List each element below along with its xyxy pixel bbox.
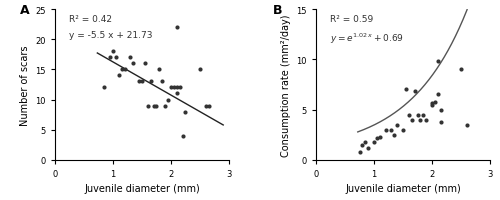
Point <box>112 56 120 60</box>
Text: R² = 0.59: R² = 0.59 <box>330 15 373 23</box>
Point <box>358 143 366 147</box>
Point <box>176 86 184 90</box>
Text: R² = 0.42: R² = 0.42 <box>69 15 112 23</box>
Point <box>428 103 436 107</box>
Point <box>414 113 422 117</box>
Point <box>173 26 181 30</box>
Point <box>370 140 378 144</box>
Point <box>202 104 210 108</box>
Point <box>431 100 439 104</box>
Point <box>170 86 178 90</box>
Point <box>126 56 134 60</box>
Point <box>135 80 143 84</box>
Point <box>164 98 172 102</box>
Point <box>115 74 123 78</box>
Point <box>356 150 364 154</box>
Text: A: A <box>20 4 30 17</box>
Point <box>463 123 471 127</box>
Point <box>405 113 413 117</box>
Point <box>382 128 390 132</box>
Point <box>141 62 149 66</box>
Point <box>420 113 428 117</box>
Point <box>100 86 108 90</box>
Point <box>436 108 444 112</box>
Point <box>364 146 372 150</box>
Text: B: B <box>272 4 282 17</box>
Point <box>182 110 190 114</box>
Point <box>376 135 384 139</box>
Point <box>167 86 175 90</box>
Point <box>408 118 416 122</box>
Point <box>399 128 407 132</box>
Point <box>138 80 146 84</box>
Point <box>416 118 424 122</box>
Point <box>144 104 152 108</box>
Point <box>146 80 154 84</box>
Point <box>393 123 401 127</box>
Point <box>457 68 465 72</box>
Point <box>152 104 160 108</box>
Point <box>390 133 398 137</box>
Point <box>410 90 418 94</box>
X-axis label: Juvenile diameter (mm): Juvenile diameter (mm) <box>345 183 461 193</box>
Point <box>173 92 181 96</box>
Point <box>434 93 442 97</box>
Point <box>178 134 186 138</box>
Point <box>130 62 138 66</box>
Text: $y = e^{1.02\,x} + 0.69$: $y = e^{1.02\,x} + 0.69$ <box>330 31 404 45</box>
Point <box>106 56 114 60</box>
X-axis label: Juvenile diameter (mm): Juvenile diameter (mm) <box>84 183 200 193</box>
Point <box>422 118 430 122</box>
Point <box>428 101 436 105</box>
Point <box>402 88 410 92</box>
Point <box>173 86 181 90</box>
Point <box>118 68 126 72</box>
Point <box>161 104 169 108</box>
Y-axis label: Consumption rate (mm²/day): Consumption rate (mm²/day) <box>281 14 291 156</box>
Text: y = -5.5 x + 21.73: y = -5.5 x + 21.73 <box>69 31 152 40</box>
Point <box>388 128 396 132</box>
Point <box>436 120 444 124</box>
Point <box>204 104 212 108</box>
Point <box>150 104 158 108</box>
Point <box>196 68 204 72</box>
Point <box>158 80 166 84</box>
Point <box>362 140 370 144</box>
Y-axis label: Number of scars: Number of scars <box>20 45 30 125</box>
Point <box>434 60 442 64</box>
Point <box>120 68 128 72</box>
Point <box>373 136 381 140</box>
Point <box>156 68 164 72</box>
Point <box>109 50 117 54</box>
